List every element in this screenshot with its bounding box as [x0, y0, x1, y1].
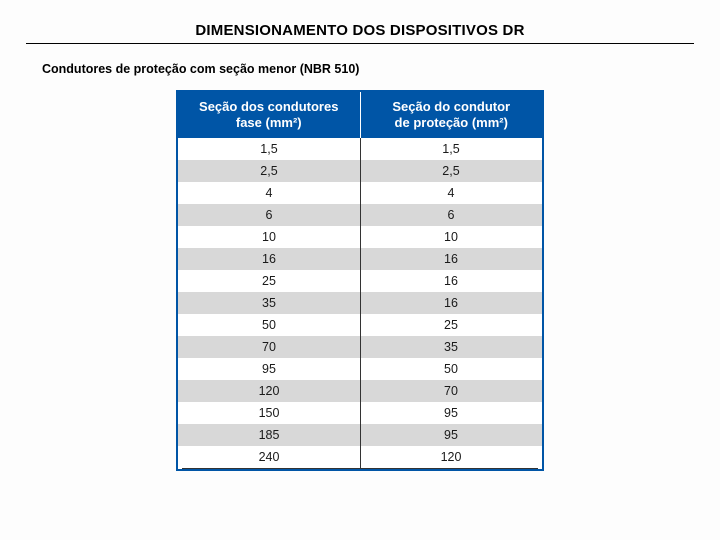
cell-protecao: 70 — [360, 384, 542, 398]
cell-fase: 240 — [178, 450, 360, 464]
cell-fase: 4 — [178, 186, 360, 200]
cell-fase: 10 — [178, 230, 360, 244]
conductor-table: Seção dos condutores fase (mm²) Seção do… — [176, 90, 544, 471]
cell-protecao: 35 — [360, 340, 542, 354]
col0-line1: Seção dos condutores — [199, 99, 338, 114]
cell-protecao: 10 — [360, 230, 542, 244]
cell-fase: 25 — [178, 274, 360, 288]
cell-fase: 16 — [178, 252, 360, 266]
title-underline — [26, 43, 694, 44]
page-title: DIMENSIONAMENTO DOS DISPOSITIVOS DR — [0, 22, 720, 39]
cell-fase: 2,5 — [178, 164, 360, 178]
cell-fase: 1,5 — [178, 142, 360, 156]
cell-protecao: 25 — [360, 318, 542, 332]
cell-protecao: 95 — [360, 406, 542, 420]
cell-fase: 185 — [178, 428, 360, 442]
col1-line1: Seção do condutor — [392, 99, 510, 114]
column-header-protecao: Seção do condutor de proteção (mm²) — [361, 92, 543, 138]
cell-protecao: 16 — [360, 296, 542, 310]
table-bottom-line — [182, 468, 538, 469]
cell-fase: 70 — [178, 340, 360, 354]
column-divider — [360, 138, 361, 468]
cell-fase: 120 — [178, 384, 360, 398]
cell-fase: 95 — [178, 362, 360, 376]
cell-protecao: 16 — [360, 252, 542, 266]
cell-protecao: 120 — [360, 450, 542, 464]
cell-fase: 50 — [178, 318, 360, 332]
cell-protecao: 6 — [360, 208, 542, 222]
table-header: Seção dos condutores fase (mm²) Seção do… — [178, 92, 542, 138]
title-section: DIMENSIONAMENTO DOS DISPOSITIVOS DR — [0, 0, 720, 39]
cell-protecao: 1,5 — [360, 142, 542, 156]
cell-fase: 150 — [178, 406, 360, 420]
page-subtitle: Condutores de proteção com seção menor (… — [42, 62, 720, 76]
cell-protecao: 16 — [360, 274, 542, 288]
col1-line2: de proteção (mm²) — [395, 115, 508, 130]
cell-protecao: 95 — [360, 428, 542, 442]
cell-protecao: 2,5 — [360, 164, 542, 178]
cell-fase: 6 — [178, 208, 360, 222]
column-header-fase: Seção dos condutores fase (mm²) — [178, 92, 361, 138]
cell-fase: 35 — [178, 296, 360, 310]
cell-protecao: 4 — [360, 186, 542, 200]
cell-protecao: 50 — [360, 362, 542, 376]
table-body: 1,51,52,52,54466101016162516351650257035… — [178, 138, 542, 468]
col0-line2: fase (mm²) — [236, 115, 302, 130]
